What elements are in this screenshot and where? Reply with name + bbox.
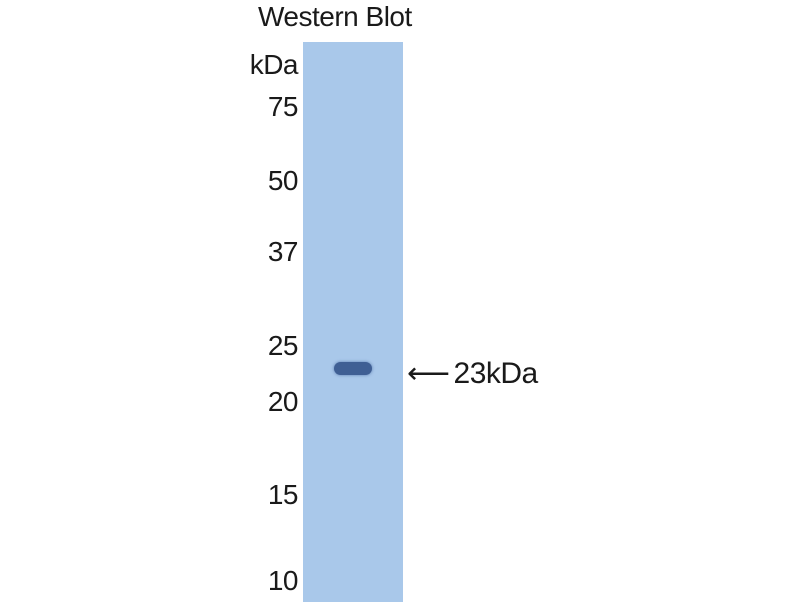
left-arrow-icon: ⟵ [407,357,450,390]
band-annotation: ⟵ 23kDa [407,357,538,391]
marker-10: 10 [267,565,299,596]
blot-lane [303,42,403,602]
marker-37: 37 [267,236,299,267]
marker-50: 50 [267,165,299,196]
marker-75: 75 [267,91,299,122]
blot-title: Western Blot [258,1,412,32]
unit-label: kDa [249,49,299,80]
protein-band [334,362,372,375]
marker-20: 20 [267,386,299,417]
marker-15: 15 [267,479,299,510]
band-size-label: 23kDa [453,357,539,390]
marker-25: 25 [267,330,299,361]
